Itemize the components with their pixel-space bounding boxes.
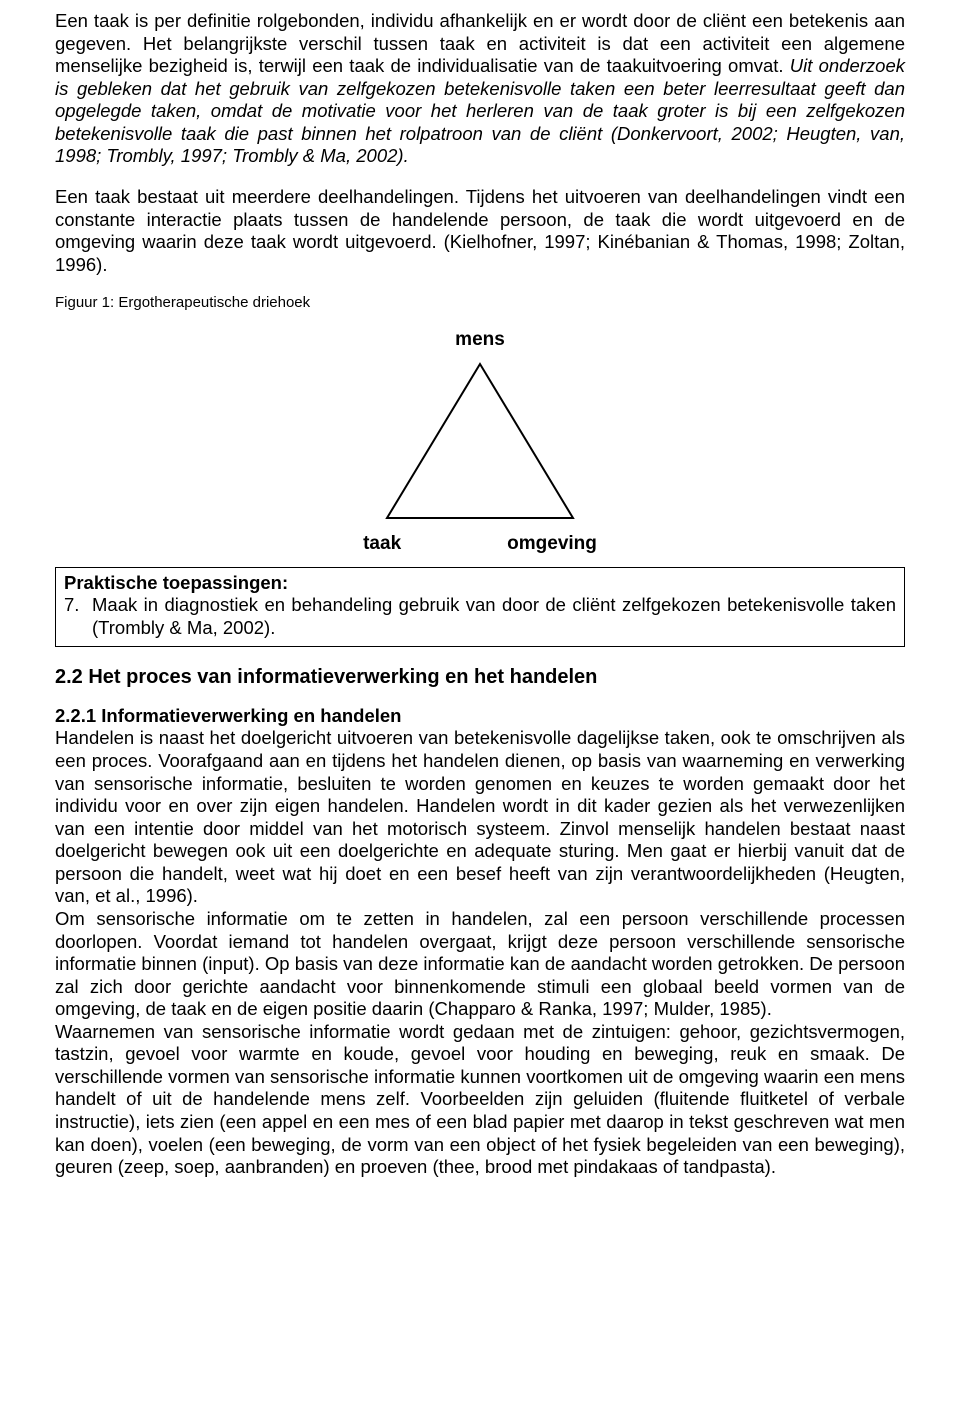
box-item: 7. Maak in diagnostiek en behandeling ge… — [64, 594, 896, 639]
practical-applications-box: Praktische toepassingen: 7. Maak in diag… — [55, 567, 905, 647]
paragraph-subactions: Een taak bestaat uit meerdere deelhandel… — [55, 186, 905, 276]
triangle-label-right: omgeving — [507, 532, 597, 555]
figure-caption: Figuur 1: Ergotherapeutische driehoek — [55, 294, 905, 312]
triangle-icon — [375, 356, 585, 526]
box-title: Praktische toepassingen: — [64, 572, 896, 595]
para3-text: Handelen is naast het doelgericht uitvoe… — [55, 727, 905, 906]
triangle-label-top: mens — [55, 328, 905, 351]
subsection-heading: 2.2.1 Informatieverwerking en handelen — [55, 705, 401, 726]
triangle-diagram: mens taak omgeving — [55, 328, 905, 554]
paragraph-process: 2.2.1 Informatieverwerking en handelen H… — [55, 705, 905, 908]
box-item-number: 7. — [64, 594, 92, 639]
document-page: Een taak is per definitie rolgebonden, i… — [0, 0, 960, 1219]
paragraph-task-definition: Een taak is per definitie rolgebonden, i… — [55, 10, 905, 168]
box-item-text: Maak in diagnostiek en behandeling gebru… — [92, 594, 896, 639]
triangle-label-left: taak — [363, 532, 401, 555]
paragraph-senses: Waarnemen van sensorische informatie wor… — [55, 1021, 905, 1179]
para1-regular: Een taak is per definitie rolgebonden, i… — [55, 10, 905, 76]
paragraph-sensory-processes: Om sensorische informatie om te zetten i… — [55, 908, 905, 1021]
section-heading: 2.2 Het proces van informatieverwerking … — [55, 665, 905, 689]
